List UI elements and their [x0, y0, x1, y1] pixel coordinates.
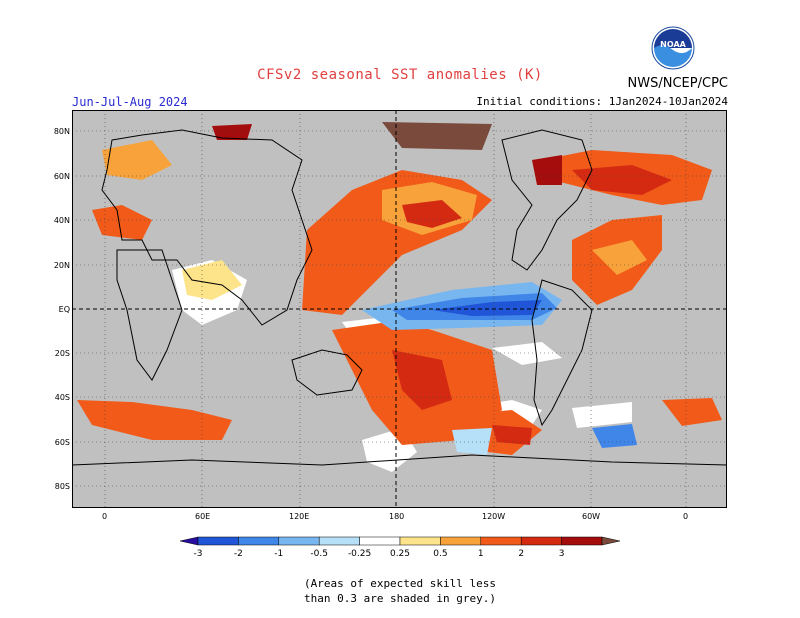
lat-label-60n: 60N	[53, 172, 70, 181]
svg-text:NOAA: NOAA	[660, 40, 686, 49]
coastlines	[72, 129, 727, 466]
skill-note: (Areas of expected skill less than 0.3 a…	[0, 576, 800, 606]
colorbar-segment	[359, 536, 401, 546]
colorbar-segment	[601, 536, 621, 546]
longitude-labels: 0 60E 120E 180 120W 60W 0	[0, 512, 800, 524]
skill-note-line-2: than 0.3 are shaded in grey.)	[303, 592, 497, 605]
lat-label-20n: 20N	[53, 261, 70, 270]
colorbar-segment	[520, 536, 562, 546]
colorbar-segment	[179, 536, 199, 546]
colorbar-tick-label: -3	[194, 549, 203, 559]
lat-label-40n: 40N	[53, 216, 70, 225]
colorbar-tick-label: 0.5	[433, 549, 447, 559]
colorbar-tick-label: -0.5	[310, 549, 328, 559]
lon-label-60e: 60E	[195, 512, 211, 521]
colorbar-segment	[561, 536, 603, 546]
lat-label-40s: 40S	[54, 393, 70, 402]
agency-label: NWS/NCEP/CPC	[627, 76, 728, 91]
colorbar-tick-label: 2	[518, 549, 524, 559]
colorbar-tick-label: 3	[559, 549, 565, 559]
initial-conditions-label: Initial conditions: 1Jan2024-10Jan2024	[476, 95, 728, 108]
lat-label-80s: 80S	[54, 482, 70, 491]
noaa-logo: NOAA	[651, 26, 695, 70]
lon-label-0-east: 0	[683, 512, 689, 521]
skill-note-line-1: (Areas of expected skill less	[303, 577, 497, 590]
lat-label-eq: EQ	[58, 305, 70, 314]
colorbar-segment	[318, 536, 360, 546]
colorbar-tick-label: -2	[234, 549, 243, 559]
lon-label-120e: 120E	[289, 512, 310, 521]
lon-label-180: 180	[389, 512, 405, 521]
colorbar-segment	[197, 536, 239, 546]
colorbar-segment	[238, 536, 280, 546]
cool-anomalies	[362, 282, 637, 455]
warm-anomalies	[77, 122, 722, 455]
lon-label-60w: 60W	[582, 512, 601, 521]
lon-label-120w: 120W	[482, 512, 506, 521]
colorbar-tick-label: 1	[478, 549, 484, 559]
colorbar-tick-label: -0.25	[348, 549, 371, 559]
colorbar: -3 -2 -1 -0.5 -0.25 0.25 0.5 1 2 3	[179, 536, 621, 559]
colorbar-segment	[480, 536, 522, 546]
sst-anomaly-map	[72, 110, 727, 508]
lat-label-80n: 80N	[53, 127, 70, 136]
reference-lines	[72, 110, 727, 508]
map-title: CFSv2 seasonal SST anomalies (K)	[257, 67, 543, 83]
colorbar-segment	[440, 536, 482, 546]
colorbar-segment	[278, 536, 320, 546]
colorbar-segment	[399, 536, 441, 546]
lat-label-60s: 60S	[54, 438, 70, 447]
lon-label-0: 0	[102, 512, 108, 521]
lat-label-20s: 20S	[54, 349, 70, 358]
season-label: Jun-Jul-Aug 2024	[72, 95, 188, 109]
colorbar-tick-label: -1	[274, 549, 283, 559]
colorbar-tick-label: 0.25	[390, 549, 410, 559]
